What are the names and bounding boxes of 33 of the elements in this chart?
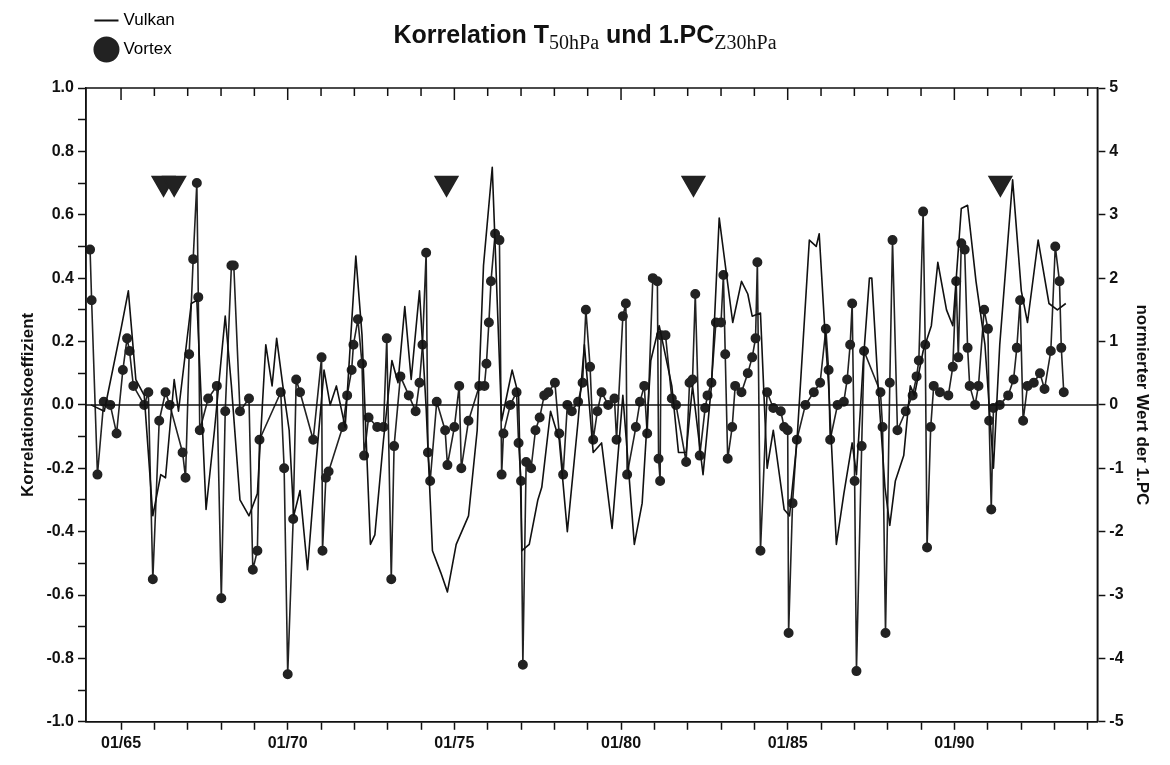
x-tick-label: 01/85 bbox=[767, 733, 808, 751]
legend-label: Vulkan bbox=[123, 10, 175, 30]
y-axis-title: Korrelationskoeffizient bbox=[17, 312, 37, 497]
legend-label: Vortex bbox=[123, 39, 173, 59]
y2-tick-label: -4 bbox=[1109, 648, 1124, 666]
y2-tick-label: -1 bbox=[1109, 458, 1124, 476]
y2-axis-title: normierter Wert der 1.PC bbox=[1133, 304, 1153, 506]
y2-tick-label: 0 bbox=[1109, 395, 1119, 413]
y-tick-label: 0.4 bbox=[51, 268, 75, 286]
x-tick-label: 01/80 bbox=[601, 733, 642, 751]
y-tick-label: 1.0 bbox=[51, 78, 75, 96]
y-tick-label: 0.0 bbox=[51, 395, 75, 413]
y2-tick-label: 1 bbox=[1109, 331, 1119, 349]
y2-tick-label: 2 bbox=[1109, 268, 1119, 286]
y-tick-label: -1.0 bbox=[46, 712, 75, 730]
y2-tick-label: 3 bbox=[1109, 205, 1119, 223]
y2-tick-label: -2 bbox=[1109, 522, 1124, 540]
y-tick-label: 0.8 bbox=[51, 141, 75, 159]
y-tick-label: -0.4 bbox=[46, 522, 75, 540]
x-tick-label: 01/70 bbox=[267, 733, 308, 751]
y-tick-label: 0.2 bbox=[51, 331, 75, 349]
y2-tick-label: 4 bbox=[1109, 141, 1119, 159]
y2-tick-label: 5 bbox=[1109, 78, 1119, 96]
chart-title: Korrelation T$_{50hPa}$ und 1.PC$_{Z30hPa}$ bbox=[393, 20, 777, 53]
y-tick-label: -0.8 bbox=[46, 648, 75, 666]
y-tick-label: -0.2 bbox=[46, 458, 75, 476]
x-tick-label: 01/65 bbox=[101, 733, 142, 751]
y-tick-label: -0.6 bbox=[46, 585, 75, 603]
y2-tick-label: -5 bbox=[1109, 712, 1124, 730]
x-tick-label: 01/75 bbox=[434, 733, 475, 751]
x-tick-label: 01/90 bbox=[934, 733, 975, 751]
y-tick-label: 0.6 bbox=[51, 205, 75, 223]
y2-tick-label: -3 bbox=[1109, 585, 1124, 603]
